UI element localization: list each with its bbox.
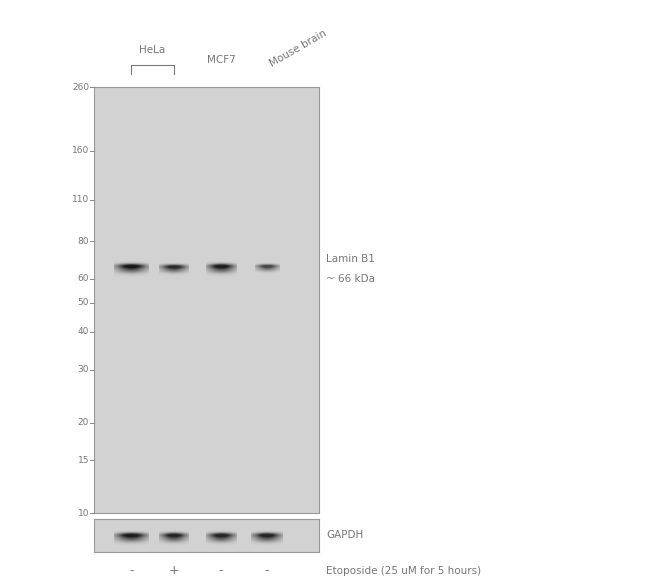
Text: Mouse brain: Mouse brain <box>268 28 329 68</box>
Text: 10: 10 <box>77 509 89 518</box>
Text: 60: 60 <box>77 274 89 284</box>
Text: +: + <box>168 564 179 577</box>
Text: 40: 40 <box>77 328 89 336</box>
Text: -: - <box>265 564 269 577</box>
Text: -: - <box>218 564 223 577</box>
Text: -: - <box>129 564 133 577</box>
Text: 50: 50 <box>77 298 89 307</box>
Text: Etoposide (25 uM for 5 hours): Etoposide (25 uM for 5 hours) <box>326 566 482 576</box>
Text: Lamin B1: Lamin B1 <box>326 255 375 264</box>
Text: GAPDH: GAPDH <box>326 530 363 541</box>
Text: 110: 110 <box>72 195 89 204</box>
Text: 260: 260 <box>72 82 89 92</box>
Text: 160: 160 <box>72 146 89 155</box>
Text: 20: 20 <box>77 418 89 427</box>
Text: 80: 80 <box>77 237 89 246</box>
Text: MCF7: MCF7 <box>207 55 235 65</box>
Text: 30: 30 <box>77 365 89 374</box>
Text: 15: 15 <box>77 456 89 465</box>
Text: HeLa: HeLa <box>140 45 166 55</box>
Text: ~ 66 kDa: ~ 66 kDa <box>326 274 375 284</box>
